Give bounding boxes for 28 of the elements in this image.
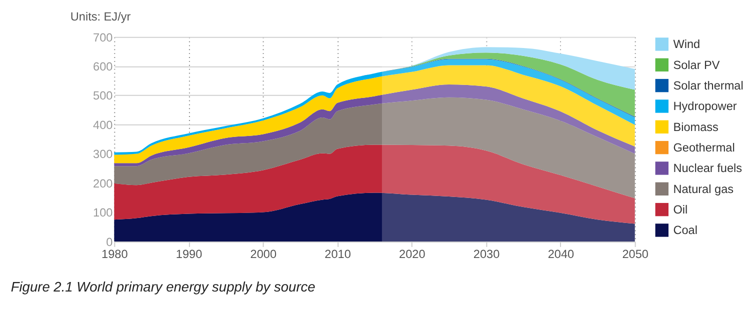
y-tick-label: 700: [93, 30, 114, 44]
y-tick-label: 100: [93, 206, 114, 220]
legend-label: Natural gas: [673, 182, 734, 196]
y-tick-label: 0: [106, 234, 114, 249]
x-tick-label: 2040: [548, 246, 574, 261]
x-tick-label: 2030: [473, 246, 500, 261]
x-tick-label: 2020: [399, 246, 426, 261]
legend-label: Solar PV: [673, 58, 720, 72]
y-tick-label: 400: [93, 118, 114, 132]
legend-label: Geothermal: [673, 140, 735, 154]
legend-label: Solar thermal: [673, 78, 744, 92]
x-tick-label: 2050: [622, 246, 649, 261]
legend-label: Oil: [673, 202, 688, 216]
x-tick-label: 1990: [176, 246, 203, 261]
legend-label: Wind: [673, 37, 700, 52]
legend-label: Nuclear fuels: [673, 161, 742, 176]
x-tick-label: 2000: [250, 246, 277, 261]
y-tick-label: 500: [93, 88, 114, 103]
x-tick-label: 1980: [102, 246, 128, 261]
y-tick-label: 600: [93, 60, 114, 74]
legend-label: Hydropower: [673, 99, 737, 114]
y-tick-label: 200: [93, 176, 114, 190]
y-tick-label: 300: [93, 147, 114, 162]
caption: Figure 2.1 World primary energy supply by source: [10, 280, 316, 295]
y-axis-title: Units: EJ/yr: [70, 10, 131, 24]
x-tick-label: 2010: [324, 246, 352, 261]
legend-label: Biomass: [673, 120, 719, 134]
legend-label: Coal: [673, 223, 698, 238]
